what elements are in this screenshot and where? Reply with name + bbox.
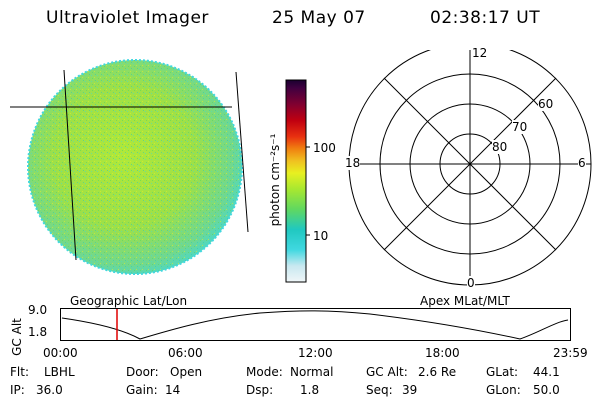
mlt-label-0: 0 <box>467 276 475 290</box>
glon-value: 50.0 <box>533 383 560 397</box>
mlat-label-70: 70 <box>512 120 528 134</box>
door-label: Door: <box>126 365 159 379</box>
mlt-label-12: 12 <box>472 46 488 60</box>
mlat-label-60: 60 <box>538 97 554 111</box>
time-tick-2359: 23:59 <box>553 346 588 360</box>
filter-label: Flt: <box>10 365 29 379</box>
mode-value: Normal <box>290 365 334 379</box>
gain-value: 14 <box>165 383 181 397</box>
filter-value: LBHL <box>44 365 75 379</box>
mlt-label-18: 18 <box>345 156 361 170</box>
ip-label: IP: <box>10 383 25 397</box>
altitude-axis-title: GC Alt <box>10 318 24 356</box>
seq-label: Seq: <box>366 383 393 397</box>
door-value: Open <box>170 365 203 379</box>
app-title: Ultraviolet Imager <box>46 8 209 28</box>
time-tick-0600: 06:00 <box>168 346 203 360</box>
mlt-label-6: 6 <box>578 156 586 170</box>
colorbar-unit-label: photon cm⁻²s⁻¹ <box>268 133 282 227</box>
glon-label: GLon: <box>486 383 521 397</box>
altitude-ytick-1-8: 1.8 <box>28 325 48 339</box>
colorbar-gradient <box>285 79 307 283</box>
mlat-label-80: 80 <box>492 140 508 154</box>
time-tick-1200: 12:00 <box>298 346 333 360</box>
seq-value: 39 <box>402 383 418 397</box>
gc-alt-label: GC Alt: <box>366 365 408 379</box>
geographic-grid <box>10 69 249 261</box>
altitude-curve <box>61 310 569 340</box>
altitude-plot-frame <box>60 308 571 341</box>
dsp-value: 1.8 <box>300 383 320 397</box>
geographic-grid-label: Geographic Lat/Lon <box>70 294 188 308</box>
dsp-label: Dsp: <box>246 383 274 397</box>
ip-value: 36.0 <box>36 383 63 397</box>
colorbar <box>285 79 310 283</box>
colorbar-tick-10: 10 <box>313 229 329 243</box>
glat-value: 44.1 <box>533 365 560 379</box>
gain-label: Gain: <box>126 383 158 397</box>
uv-image <box>10 59 249 275</box>
gc-alt-value: 2.6 Re <box>418 365 457 379</box>
apex-grid-label: Apex MLat/MLT <box>420 294 510 308</box>
polar-mlt-plot <box>348 50 592 286</box>
date-label: 25 May 07 <box>272 8 366 28</box>
altitude-ytick-9: 9.0 <box>28 303 48 317</box>
glat-label: GLat: <box>486 365 519 379</box>
time-tick-0000: 00:00 <box>43 346 78 360</box>
time-tick-1800: 18:00 <box>425 346 460 360</box>
colorbar-tick-100: 100 <box>313 141 336 155</box>
time-label: 02:38:17 UT <box>430 8 541 28</box>
mode-label: Mode: <box>246 365 283 379</box>
altitude-plot <box>60 308 571 341</box>
